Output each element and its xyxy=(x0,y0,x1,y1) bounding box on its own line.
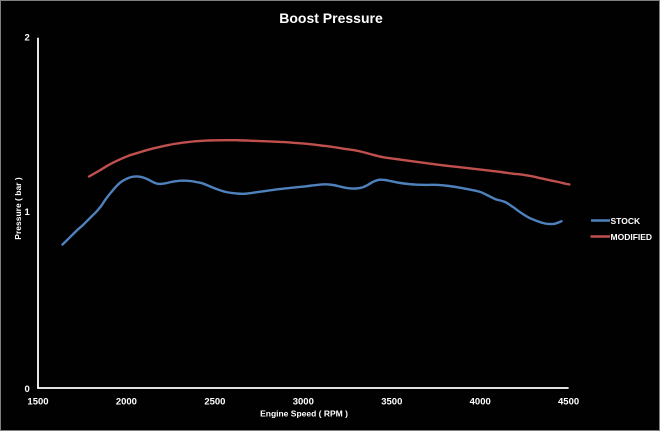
svg-text:Pressure ( bar ): Pressure ( bar ) xyxy=(13,177,23,240)
svg-text:Engine Speed ( RPM ): Engine Speed ( RPM ) xyxy=(260,409,348,419)
svg-text:STOCK: STOCK xyxy=(611,216,641,226)
svg-text:1: 1 xyxy=(25,207,31,218)
svg-text:4500: 4500 xyxy=(558,396,579,407)
svg-text:0: 0 xyxy=(25,384,30,395)
svg-text:3000: 3000 xyxy=(293,396,314,407)
svg-text:2: 2 xyxy=(25,32,30,43)
svg-text:MODIFIED: MODIFIED xyxy=(611,232,653,242)
svg-text:2000: 2000 xyxy=(116,396,137,407)
svg-text:1500: 1500 xyxy=(27,396,48,407)
svg-text:Boost Pressure: Boost Pressure xyxy=(279,10,383,26)
svg-text:4000: 4000 xyxy=(470,396,491,407)
svg-text:3500: 3500 xyxy=(381,396,402,407)
svg-text:2500: 2500 xyxy=(204,396,225,407)
